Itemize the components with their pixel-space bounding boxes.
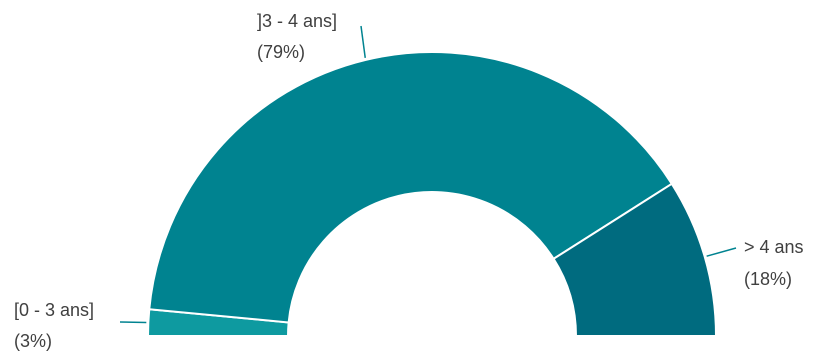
leader-0-3-ans xyxy=(120,322,146,323)
chart-slices xyxy=(148,52,716,336)
slice-label-3-4-ans: ]3 - 4 ans] xyxy=(257,11,337,31)
slice-label-0-3-ans: [0 - 3 ans] xyxy=(14,300,94,320)
slice-percent-gt-4-ans: (18%) xyxy=(744,269,792,289)
leader-3-4-ans xyxy=(361,26,365,58)
slice-percent-3-4-ans: (79%) xyxy=(257,42,305,62)
leader-gt-4-ans xyxy=(707,248,736,256)
slice-percent-0-3-ans: (3%) xyxy=(14,331,52,351)
slice-label-gt-4-ans: > 4 ans xyxy=(744,237,804,257)
